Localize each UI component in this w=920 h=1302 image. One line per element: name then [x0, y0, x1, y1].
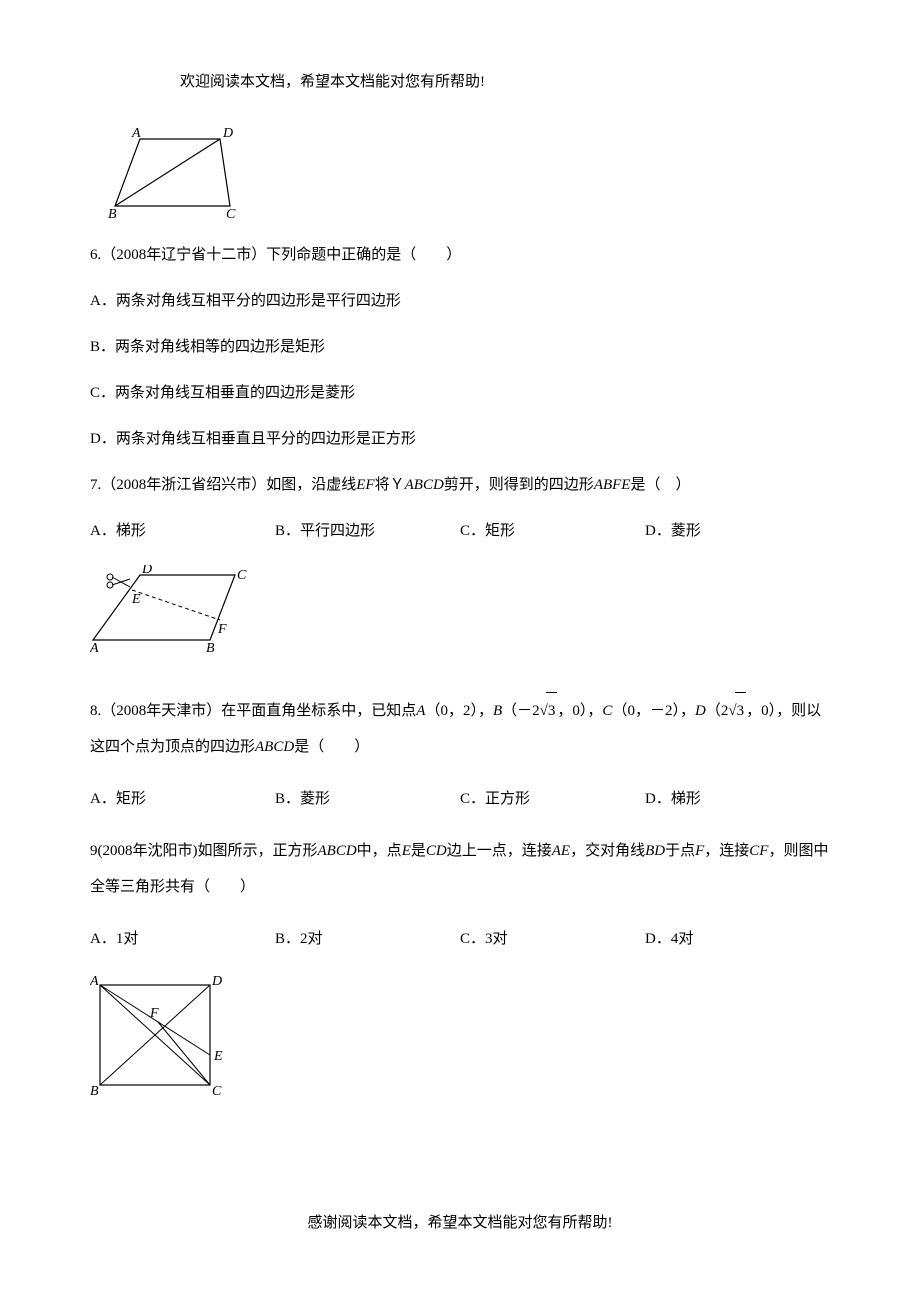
q9-F: F: [695, 843, 704, 859]
label-D: D: [211, 974, 222, 989]
label-C: C: [237, 568, 247, 583]
q8-optD: D．梯形: [645, 787, 830, 811]
q9-t6: ，连接: [704, 843, 749, 859]
q7-optC: C．矩形: [460, 519, 645, 543]
q7-text: 7.（2008年浙江省绍兴市）如图，沿虚线EF将ＹABCD剪开，则得到的四边形A…: [90, 473, 830, 497]
label-C: C: [212, 1084, 222, 1099]
figure-7: D C A B E F: [90, 565, 830, 655]
q7-end: 是（ ）: [630, 477, 690, 493]
label-D: D: [222, 126, 233, 141]
q9-E: E: [402, 843, 411, 859]
q9-AE: AE: [552, 843, 570, 859]
q8-coordD-pre: （: [706, 703, 721, 719]
q8-coordC: （0，－2）: [612, 703, 680, 719]
q8-sqrt2-pre: 2: [721, 703, 729, 719]
sqrt-icon: √3: [728, 692, 746, 729]
q8-end: 是（ ）: [294, 739, 369, 755]
q8-text: 8.（2008年天津市）在平面直角坐标系中，已知点A（0，2），B（－2√3，0…: [90, 692, 830, 765]
document-content: A D B C 6.（2008年辽宁省十二市）下列命题中正确的是（ ） A．两条…: [90, 121, 830, 1103]
label-E: E: [213, 1049, 223, 1064]
q7-post: 剪开，则得到的四边形: [444, 477, 594, 493]
q9-t1: 中，点: [357, 843, 402, 859]
q9-optB: B．2对: [275, 927, 460, 951]
label-A: A: [90, 641, 99, 655]
q8-optA: A．矩形: [90, 787, 275, 811]
q7-ef: EF: [356, 477, 374, 493]
q8-coordB-pre: （－: [502, 703, 532, 719]
q8-coordB-post: ，0）: [557, 703, 587, 719]
q9-CD: CD: [426, 843, 447, 859]
q8-pre: 8.（2008年天津市）在平面直角坐标系中，已知点: [90, 703, 416, 719]
q8-sqrt1-val: 3: [546, 692, 558, 729]
label-A: A: [90, 974, 99, 989]
q8-optC: C．正方形: [460, 787, 645, 811]
sqrt-icon: √3: [540, 692, 558, 729]
q8-sqrt1-pre: 2: [532, 703, 540, 719]
label-B: B: [206, 641, 215, 655]
q6-optB: B．两条对角线相等的四边形是矩形: [90, 335, 830, 359]
q9-CF: CF: [749, 843, 768, 859]
q6-optD: D．两条对角线互相垂直且平分的四边形是正方形: [90, 427, 830, 451]
figure-9: A D B C E F: [90, 973, 830, 1103]
q7-options: A．梯形 B．平行四边形 C．矩形 D．菱形: [90, 519, 830, 543]
q9-t3: 边上一点，连接: [447, 843, 552, 859]
q7-optB: B．平行四边形: [275, 519, 460, 543]
q8-D: D: [695, 703, 706, 719]
q8-ABCD: ABCD: [255, 739, 294, 755]
parallelogram-icon: Ｙ: [390, 473, 405, 497]
q8-B: B: [493, 703, 502, 719]
q6-optA: A．两条对角线互相平分的四边形是平行四边形: [90, 289, 830, 313]
q9-text: 9(2008年沈阳市)如图所示，正方形ABCD中，点E是CD边上一点，连接AE，…: [90, 833, 830, 905]
q8-coordA: （0，2）: [425, 703, 478, 719]
q9-ABCD: ABCD: [318, 843, 357, 859]
q8-optB: B．菱形: [275, 787, 460, 811]
q9-optD: D．4对: [645, 927, 830, 951]
q9-t5: 于点: [665, 843, 695, 859]
q7-optD: D．菱形: [645, 519, 830, 543]
label-D: D: [141, 565, 152, 577]
footer-text: 感谢阅读本文档，希望本文档能对您有所帮助!: [0, 1211, 920, 1232]
q9-t4: ，交对角线: [570, 843, 645, 859]
label-E: E: [131, 592, 141, 607]
q8-C: C: [602, 703, 612, 719]
q9-t2: 是: [411, 843, 426, 859]
label-B: B: [108, 207, 117, 221]
q6-text: 6.（2008年辽宁省十二市）下列命题中正确的是（ ）: [90, 243, 830, 267]
q7-mid: 将: [375, 477, 390, 493]
q7-optA: A．梯形: [90, 519, 275, 543]
q7-abfe: ABFE: [594, 477, 631, 493]
label-F: F: [149, 1006, 159, 1021]
label-B: B: [90, 1084, 99, 1099]
label-A: A: [131, 126, 141, 141]
header-text: 欢迎阅读本文档，希望本文档能对您有所帮助!: [180, 70, 830, 91]
q9-optA: A．1对: [90, 927, 275, 951]
q7-abcd: ABCD: [405, 477, 444, 493]
label-F: F: [217, 622, 227, 637]
scissors-icon: [107, 574, 130, 588]
q6-optC: C．两条对角线互相垂直的四边形是菱形: [90, 381, 830, 405]
q8-coordD-post: ，0）: [746, 703, 776, 719]
q9-options: A．1对 B．2对 C．3对 D．4对: [90, 927, 830, 951]
figure-5: A D B C: [90, 121, 830, 221]
q9-pre: 9(2008年沈阳市)如图所示，正方形: [90, 843, 318, 859]
q8-options: A．矩形 B．菱形 C．正方形 D．梯形: [90, 787, 830, 811]
q7-pre: 7.（2008年浙江省绍兴市）如图，沿虚线: [90, 477, 356, 493]
label-C: C: [226, 207, 236, 221]
q9-BD: BD: [645, 843, 665, 859]
q8-sqrt2-val: 3: [735, 692, 747, 729]
q9-optC: C．3对: [460, 927, 645, 951]
